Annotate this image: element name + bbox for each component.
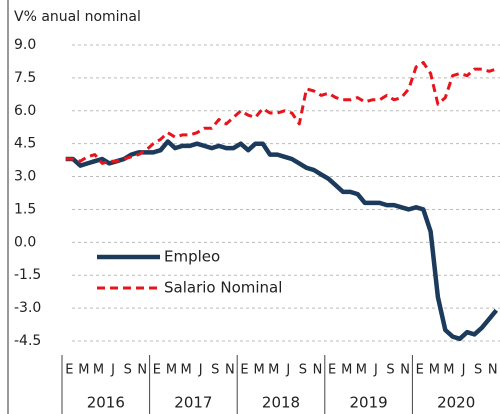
x-tick-label: N xyxy=(137,363,147,378)
x-tick-label: N xyxy=(225,363,235,378)
x-tick-label: E xyxy=(328,363,336,378)
x-tick-label: M xyxy=(429,363,440,378)
y-tick-label: -3.0 xyxy=(14,300,41,316)
series-line xyxy=(65,61,497,165)
x-tick-label: J xyxy=(461,363,466,378)
chart-subtitle: V% anual nominal xyxy=(14,9,141,25)
year-label: 2019 xyxy=(350,394,388,412)
x-tick-label: M xyxy=(268,363,279,378)
series-line xyxy=(65,139,499,342)
x-tick-label: J xyxy=(110,363,115,378)
year-label: 2017 xyxy=(174,394,212,412)
x-tick-label: M xyxy=(78,363,89,378)
x-tick-label: J xyxy=(373,363,378,378)
x-tick-label: S xyxy=(299,363,307,378)
x-tick-label: N xyxy=(313,363,323,378)
x-tick-label: S xyxy=(124,363,132,378)
x-tick-label: S xyxy=(211,363,219,378)
year-label: 2016 xyxy=(87,394,125,412)
y-tick-label: 4.5 xyxy=(14,136,36,152)
x-tick-label: M xyxy=(180,363,191,378)
x-tick-label: E xyxy=(240,363,248,378)
x-tick-label: J xyxy=(285,363,290,378)
x-tick-label: M xyxy=(253,363,264,378)
y-tick-label: 9.0 xyxy=(14,37,36,53)
year-label: 2018 xyxy=(262,394,300,412)
x-tick-label: E xyxy=(65,363,73,378)
y-tick-label: 6.0 xyxy=(14,103,36,119)
y-tick-label: 0.0 xyxy=(14,234,36,250)
x-tick-label: E xyxy=(416,363,424,378)
y-tick-label: -4.5 xyxy=(14,333,41,349)
x-tick-label: J xyxy=(198,363,203,378)
y-tick-label: 1.5 xyxy=(14,201,36,217)
year-label: 2020 xyxy=(437,394,475,412)
x-tick-label: N xyxy=(400,363,410,378)
x-tick-label: M xyxy=(443,363,454,378)
y-tick-label: -1.5 xyxy=(14,267,41,283)
x-tick-label: M xyxy=(341,363,352,378)
legend-label: Salario Nominal xyxy=(164,279,282,297)
x-tick-label: S xyxy=(386,363,394,378)
x-tick-label: M xyxy=(356,363,367,378)
x-tick-label: M xyxy=(166,363,177,378)
x-tick-label: M xyxy=(93,363,104,378)
x-tick-label: N xyxy=(488,363,498,378)
y-tick-label: 3.0 xyxy=(14,169,36,185)
legend-label: Empleo xyxy=(164,248,220,266)
x-tick-label: S xyxy=(474,363,482,378)
x-tick-label: E xyxy=(153,363,161,378)
y-tick-label: 7.5 xyxy=(14,70,36,86)
